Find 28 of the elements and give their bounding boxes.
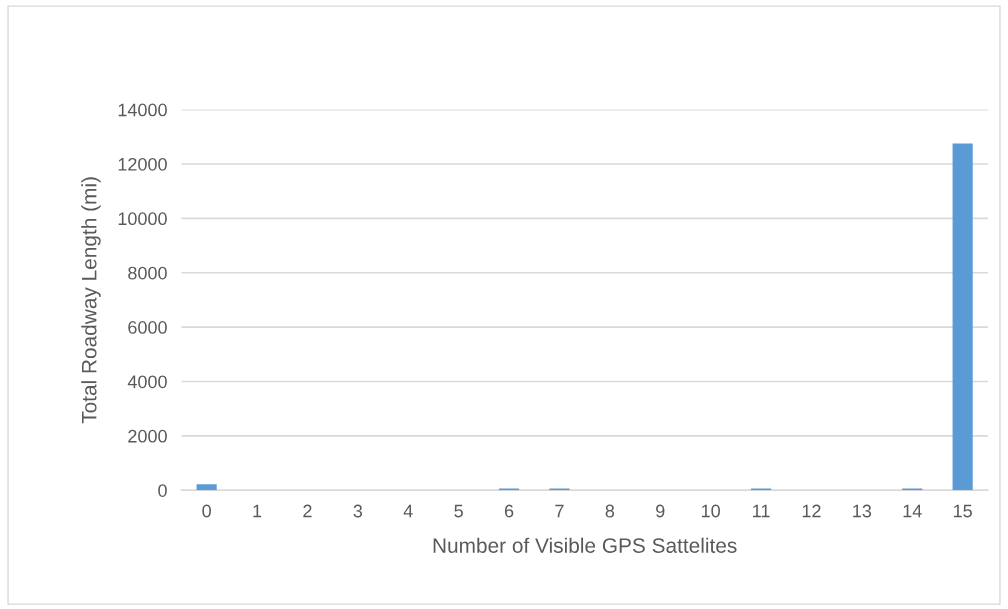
y-tick-label: 0 [158, 484, 167, 497]
x-tick-label: 10 [701, 504, 720, 518]
x-axis-title: Number of Visible GPS Sattelites [433, 537, 737, 553]
x-tick-label: 4 [403, 504, 413, 518]
x-tick-label: 9 [656, 504, 665, 518]
y-tick-label: 8000 [128, 266, 167, 280]
x-tick-label: 5 [454, 504, 463, 518]
x-tick-label: 12 [802, 504, 821, 518]
bar [196, 484, 217, 491]
x-tick-label: 6 [504, 504, 514, 518]
x-tick-label: 14 [903, 504, 922, 518]
x-tick-label: 15 [953, 504, 972, 518]
y-tick-label: 6000 [128, 321, 167, 334]
x-tick-label: 11 [753, 504, 770, 518]
y-tick-label: 10000 [118, 212, 167, 226]
x-tick-label: 2 [303, 504, 312, 518]
x-tick-label: 1 [253, 504, 262, 518]
y-axis-title: Total Roadway Length (mi) [81, 177, 101, 424]
bar [952, 143, 973, 491]
x-tick-label: 13 [853, 504, 872, 518]
x-tick-label: 7 [555, 504, 564, 518]
x-tick-label: 0 [202, 504, 211, 518]
y-tick-label: 12000 [118, 157, 167, 171]
x-tick-label: 8 [605, 504, 615, 518]
y-tick-label: 4000 [127, 375, 167, 389]
y-tick-label: 14000 [118, 103, 167, 117]
x-tick-label: 3 [353, 504, 363, 518]
y-tick-label: 2000 [128, 429, 167, 443]
